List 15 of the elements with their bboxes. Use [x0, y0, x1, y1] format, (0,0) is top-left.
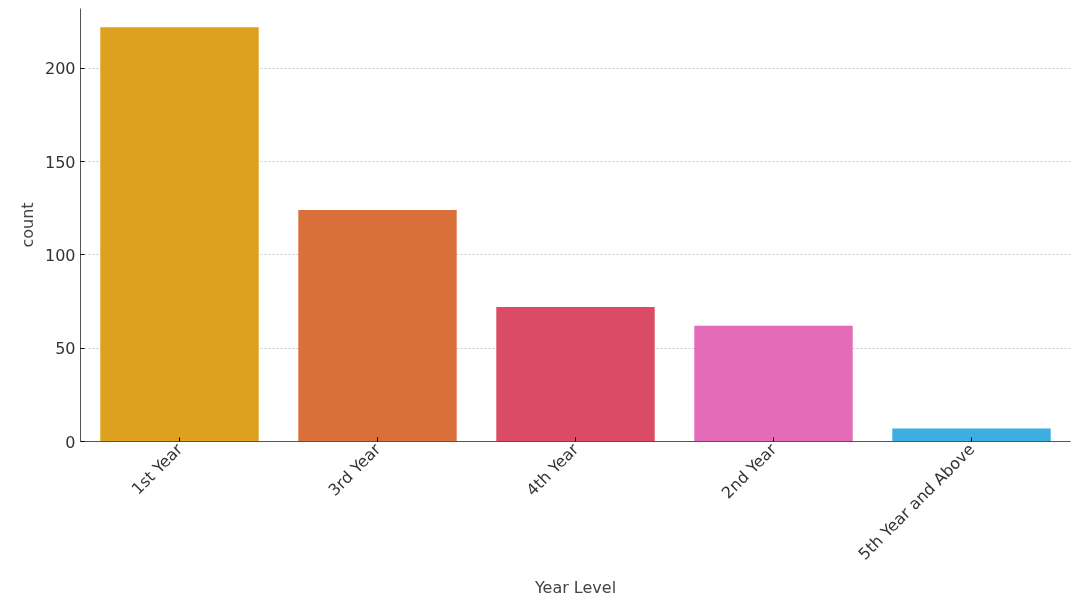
x-axis-title: Year Level	[533, 578, 617, 598]
x-tick-label: 3rd Year	[324, 439, 385, 500]
y-tick-label: 50	[55, 339, 76, 359]
x-tick-label: 1st Year	[127, 439, 187, 499]
y-tick-label: 100	[44, 245, 76, 265]
y-axis-title: count	[17, 202, 37, 248]
bar	[100, 27, 259, 442]
bar	[892, 428, 1051, 442]
bar	[496, 307, 655, 442]
y-tick-label: 150	[44, 152, 76, 172]
y-tick-label: 0	[65, 432, 76, 452]
bar	[694, 325, 853, 442]
y-tick-label: 200	[44, 59, 76, 79]
x-tick-label: 4th Year	[522, 439, 583, 500]
bar	[298, 210, 457, 442]
